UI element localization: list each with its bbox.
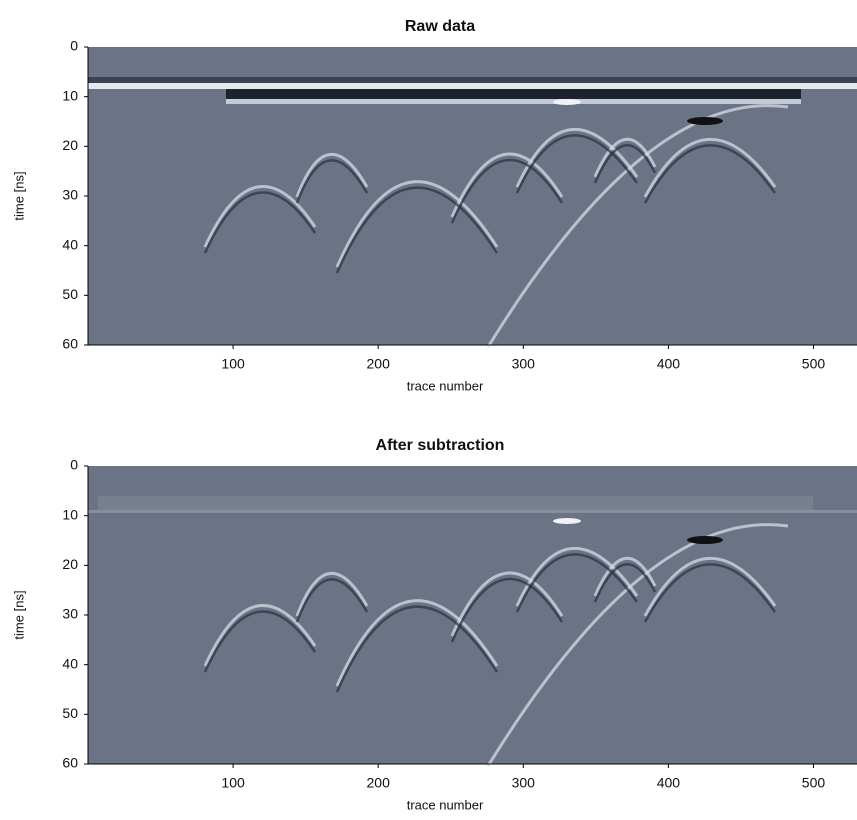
y-tick-label: 40 [62,655,78,671]
y-tick-label: 30 [62,187,78,203]
chart-title: After subtraction [376,437,505,454]
x-tick-label: 100 [221,356,245,372]
y-tick-label: 40 [62,236,78,252]
y-tick-label: 60 [62,336,78,352]
x-axis-label: trace number [407,797,484,812]
x-axis-label: trace number [407,378,484,393]
y-tick-label: 0 [70,38,78,54]
chart-title: Raw data [405,18,475,35]
y-tick-label: 20 [62,556,78,572]
y-tick-label: 20 [62,137,78,153]
raw-image [88,47,857,349]
y-tick-label: 10 [62,87,78,103]
x-tick-label: 400 [657,775,681,791]
subtracted-image [88,466,857,768]
y-tick-label: 0 [70,457,78,473]
y-axis-label: time [ns] [11,590,26,639]
y-tick-label: 60 [62,755,78,771]
x-tick-label: 100 [221,775,245,791]
x-tick-label: 300 [512,775,536,791]
y-tick-label: 50 [62,286,78,302]
y-tick-label: 30 [62,606,78,622]
y-axis-label: time [ns] [11,171,26,220]
x-tick-label: 300 [512,356,536,372]
x-tick-label: 500 [802,775,826,791]
x-tick-label: 400 [657,356,681,372]
x-tick-label: 200 [367,356,391,372]
x-tick-label: 500 [802,356,826,372]
y-tick-label: 50 [62,705,78,721]
x-tick-label: 200 [367,775,391,791]
y-tick-label: 10 [62,506,78,522]
